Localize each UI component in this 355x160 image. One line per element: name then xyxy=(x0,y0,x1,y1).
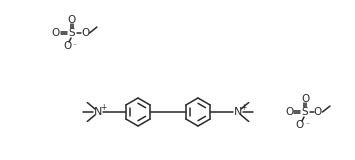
Text: N: N xyxy=(94,107,102,117)
Text: O: O xyxy=(296,120,304,130)
Text: O: O xyxy=(81,28,89,38)
Text: O: O xyxy=(301,94,309,104)
Text: S: S xyxy=(302,107,308,117)
Text: ⁻: ⁻ xyxy=(72,41,76,51)
Text: O: O xyxy=(68,15,76,25)
Text: O: O xyxy=(52,28,60,38)
Text: ⁻: ⁻ xyxy=(305,120,309,129)
Text: +: + xyxy=(100,103,107,112)
Text: S: S xyxy=(69,28,75,38)
Text: O: O xyxy=(285,107,293,117)
Text: N: N xyxy=(234,107,242,117)
Text: O: O xyxy=(314,107,322,117)
Text: +: + xyxy=(240,103,247,112)
Text: O: O xyxy=(63,41,71,51)
